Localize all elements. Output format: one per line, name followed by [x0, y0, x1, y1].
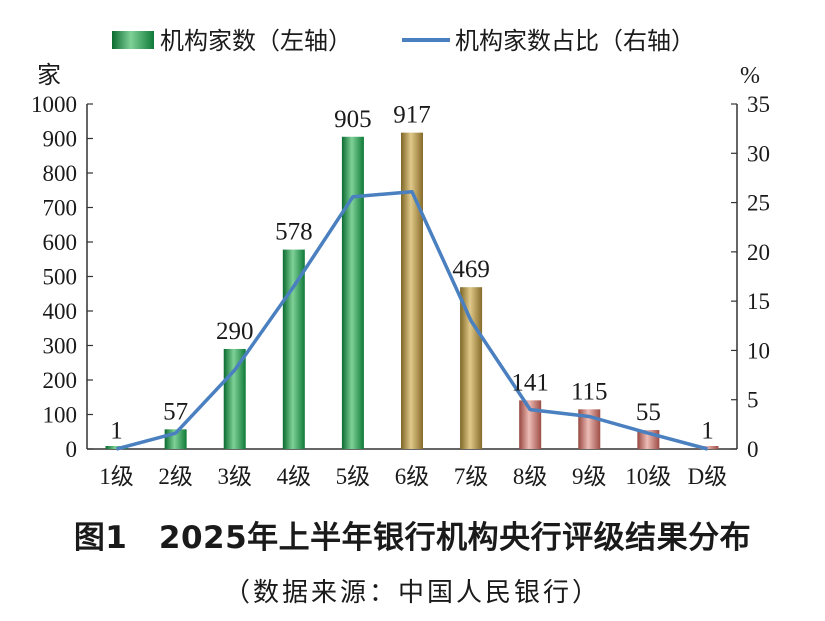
- y-left-tick-label: 100: [43, 403, 78, 428]
- y-left-tick-label: 500: [43, 265, 78, 290]
- legend: 机构家数（左轴） 机构家数占比（右轴）: [112, 27, 695, 55]
- y-right-unit: %: [740, 63, 760, 89]
- y-left-tick-label: 200: [43, 368, 78, 393]
- y-left-tick-label: 400: [43, 299, 78, 324]
- data-label-D级: 1: [701, 418, 714, 445]
- category-label: 3级: [217, 464, 252, 489]
- y-left-tick-label: 800: [43, 161, 78, 186]
- y-right-tick-label: 30: [747, 141, 770, 166]
- y-right-tick-label: 35: [747, 92, 770, 117]
- category-label: 5级: [336, 464, 371, 489]
- bar-4级: [283, 250, 305, 449]
- bar-series: [106, 133, 719, 449]
- legend-bar-label: 机构家数（左轴）: [160, 27, 352, 55]
- category-label: 6级: [395, 464, 430, 489]
- y-right-tick-label: 15: [747, 289, 770, 314]
- category-label: 10级: [625, 464, 671, 489]
- data-label-1级: 1: [110, 418, 123, 445]
- y-right-tick-label: 5: [747, 388, 759, 413]
- y-right-tick-label: 20: [747, 240, 770, 265]
- category-label: 1级: [99, 464, 134, 489]
- y-left-tick-labels: 0 100 200 300 400 500 600 700 800 900 1000: [31, 92, 77, 462]
- data-label-10级: 55: [636, 399, 661, 426]
- y-left-tick-label: 1000: [31, 92, 77, 117]
- bar-5级: [342, 137, 364, 449]
- data-label-9级: 115: [571, 378, 608, 405]
- data-label-3级: 290: [216, 318, 254, 345]
- y-right-tick-labels: 0 5 10 15 20 25 30 35: [747, 92, 770, 462]
- y-left-tick-label: 700: [43, 196, 78, 221]
- y-right-tick-label: 10: [747, 338, 770, 363]
- category-label: 9级: [572, 464, 607, 489]
- figure-title: 图1 2025年上半年银行机构央行评级结果分布: [0, 512, 825, 557]
- data-label-8级: 141: [511, 369, 549, 396]
- data-label-2级: 57: [163, 398, 188, 425]
- y-right-tick-label: 0: [747, 437, 759, 462]
- y-left-tick-label: 300: [43, 334, 78, 359]
- y-left-tick-label: 0: [66, 437, 78, 462]
- bar-7级: [460, 287, 482, 449]
- category-label: 4级: [277, 464, 312, 489]
- legend-bar-swatch: [112, 31, 154, 49]
- data-label-7级: 469: [452, 256, 490, 283]
- y-right-tick-label: 25: [747, 191, 770, 216]
- category-label: 2级: [158, 464, 193, 489]
- data-label-5级: 905: [334, 106, 372, 133]
- data-label-4级: 578: [275, 219, 313, 246]
- category-label: 7级: [454, 464, 489, 489]
- category-labels: 1级 2级 3级 4级 5级 6级 7级 8级 9级 10级 D级: [99, 464, 727, 489]
- data-label-6级: 917: [393, 102, 431, 129]
- y-left-tick-label: 600: [43, 230, 78, 255]
- y-left-unit: 家: [37, 62, 61, 89]
- bar-6级: [401, 133, 423, 449]
- figure-source: （数据来源：中国人民银行）: [0, 572, 825, 609]
- bar-3级: [224, 349, 246, 449]
- category-label: 8级: [513, 464, 548, 489]
- y-left-tick-label: 900: [43, 127, 78, 152]
- category-label: D级: [688, 464, 728, 489]
- legend-line-label: 机构家数占比（右轴）: [455, 27, 695, 55]
